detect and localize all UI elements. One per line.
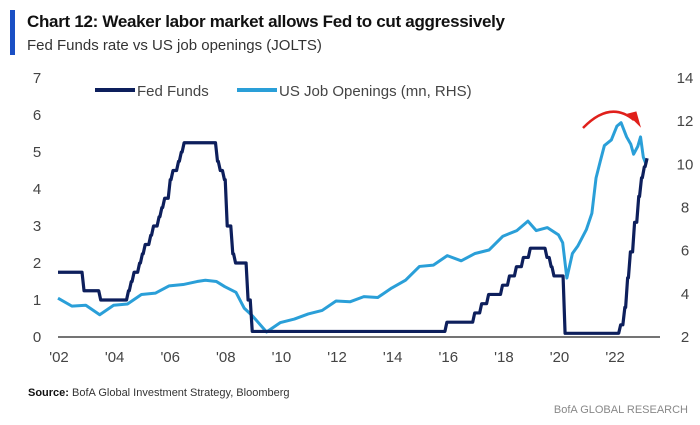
x-tick-label: '16 <box>439 349 459 366</box>
right-tick-label: 10 <box>677 156 694 173</box>
annotation-arrowhead <box>627 111 642 128</box>
source-text: BofA Global Investment Strategy, Bloombe… <box>72 387 290 399</box>
right-tick-label: 6 <box>681 243 689 260</box>
right-axis: 2 4 6 8 10 12 14 <box>677 70 694 346</box>
left-tick-label: 0 <box>33 329 41 346</box>
left-axis: 0 1 2 3 4 5 6 7 <box>33 70 41 346</box>
left-tick-label: 6 <box>33 107 41 124</box>
legend: Fed Funds US Job Openings (mn, RHS) <box>95 83 472 100</box>
x-tick-label: '06 <box>160 349 180 366</box>
source-note: Source: BofA Global Investment Strategy,… <box>28 387 290 399</box>
left-tick-label: 1 <box>33 292 41 309</box>
legend-label-fed-funds: Fed Funds <box>137 83 209 100</box>
left-tick-label: 7 <box>33 70 41 87</box>
left-tick-label: 4 <box>33 181 41 198</box>
x-tick-label: '02 <box>49 349 69 366</box>
chart-subtitle: Fed Funds rate vs US job openings (JOLTS… <box>27 37 322 54</box>
right-tick-label: 12 <box>677 113 694 130</box>
left-tick-label: 5 <box>33 144 41 161</box>
x-tick-label: '08 <box>216 349 236 366</box>
right-tick-label: 14 <box>677 70 694 87</box>
legend-label-job-openings: US Job Openings (mn, RHS) <box>279 83 472 100</box>
series-line-fed-funds <box>58 141 649 335</box>
x-tick-label: '22 <box>605 349 625 366</box>
left-tick-label: 2 <box>33 255 41 272</box>
right-tick-label: 8 <box>681 200 689 217</box>
x-axis: '02 '04 '06 '08 '10 '12 '14 '16 '18 '20 '22 <box>49 349 625 366</box>
x-tick-label: '20 <box>550 349 570 366</box>
x-tick-label: '04 <box>105 349 125 366</box>
source-label: Source: <box>28 387 69 399</box>
brand-watermark: BofA GLOBAL RESEARCH <box>553 404 688 416</box>
x-tick-label: '10 <box>272 349 292 366</box>
title-accent-bar <box>10 10 15 55</box>
x-tick-label: '12 <box>327 349 347 366</box>
annotation-arrow <box>582 110 635 129</box>
series-line-job-openings <box>57 121 648 334</box>
right-tick-label: 2 <box>681 329 689 346</box>
x-tick-label: '14 <box>383 349 403 366</box>
right-tick-label: 4 <box>681 286 689 303</box>
x-tick-label: '18 <box>494 349 514 366</box>
chart-title: Chart 12: Weaker labor market allows Fed… <box>27 12 505 31</box>
left-tick-label: 3 <box>33 218 41 235</box>
